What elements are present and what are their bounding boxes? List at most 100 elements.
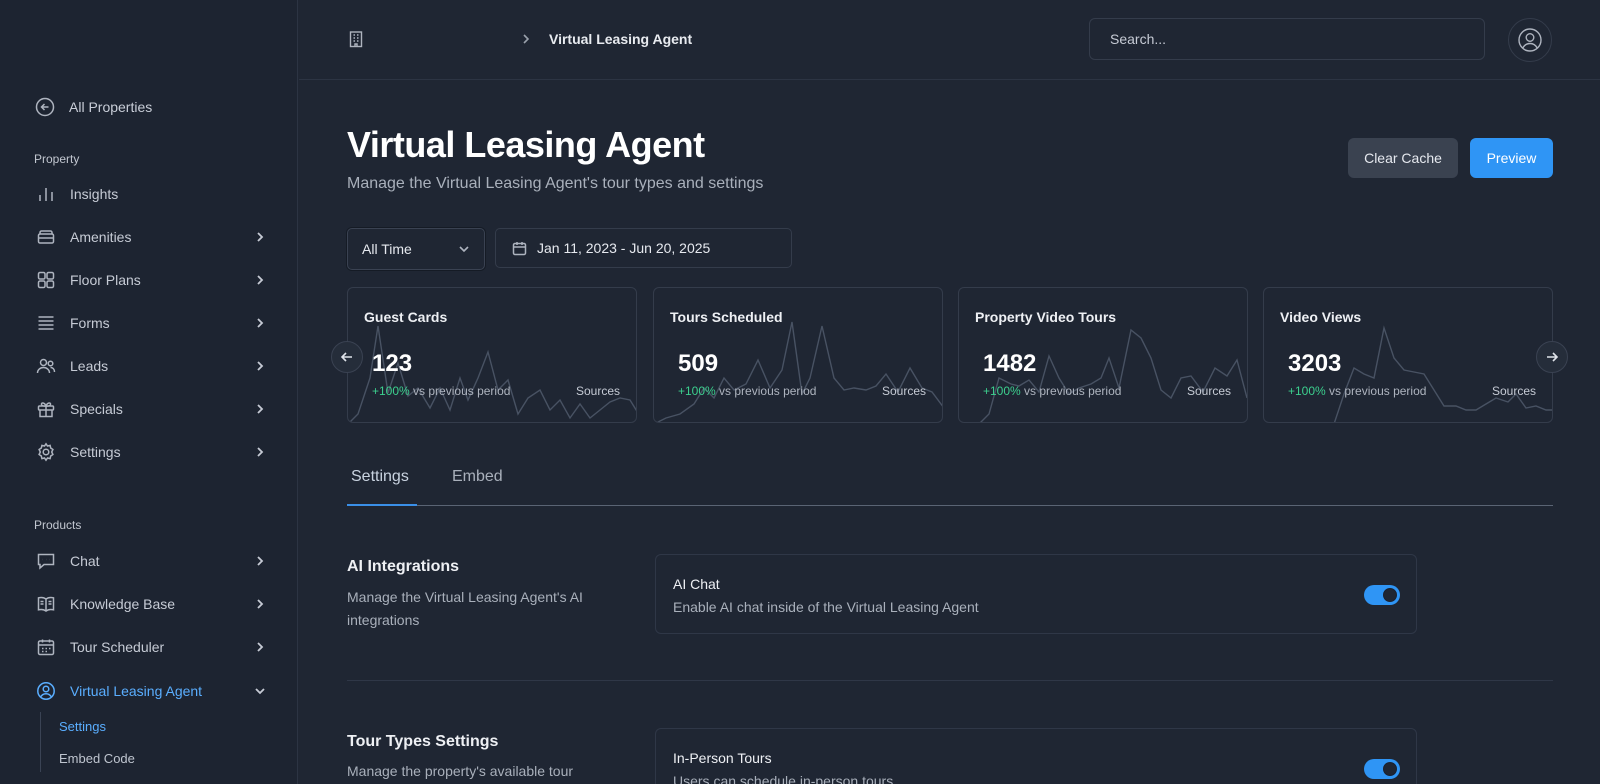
stat-value: 509 <box>678 350 719 377</box>
stat-delta-suffix: vs previous period <box>413 384 511 398</box>
chevron-right-icon <box>253 554 267 568</box>
calendar-icon <box>512 241 527 255</box>
tab-embed[interactable]: Embed <box>452 468 503 485</box>
page-subtitle: Manage the Virtual Leasing Agent's tour … <box>347 175 764 192</box>
date-range-picker[interactable]: Jan 11, 2023 - Jun 20, 2025 <box>495 228 792 268</box>
sidebar-item-label: Floor Plans <box>70 272 141 288</box>
amenities-icon <box>35 226 57 248</box>
chevron-right-icon <box>253 316 267 330</box>
all-properties-link[interactable]: All Properties <box>35 96 152 118</box>
sidebar-item-leads[interactable]: Leads <box>35 354 267 378</box>
sidebar-item-label: Settings <box>70 444 121 460</box>
stat-sources-link[interactable]: Sources <box>1491 384 1536 398</box>
in-person-tours-toggle[interactable] <box>1364 759 1400 779</box>
sidebar-item-label: Tour Scheduler <box>70 639 165 655</box>
back-arrow-icon <box>35 97 55 117</box>
page-title: Virtual Leasing Agent <box>347 124 705 165</box>
stat-sources-link[interactable]: Sources <box>1186 384 1231 398</box>
chevron-right-icon <box>253 230 267 244</box>
sidebar-item-label: Specials <box>70 401 123 417</box>
stat-card-property-video-tours: Property Video Tours 1482 +100% vs previ… <box>958 287 1248 423</box>
sidebar-item-label: Forms <box>70 315 110 331</box>
user-circle-icon <box>1518 28 1542 52</box>
building-icon[interactable] <box>347 30 365 48</box>
setting-description: Enable AI chat inside of the Virtual Lea… <box>673 599 979 615</box>
chevron-down-icon <box>459 246 469 253</box>
sparkline <box>656 321 942 422</box>
sidebar-item-label: Leads <box>70 358 109 374</box>
stat-title: Property Video Tours <box>975 309 1117 325</box>
stat-delta-suffix: vs previous period <box>1024 384 1122 398</box>
section-title-ai-integrations: AI Integrations <box>347 558 460 575</box>
carousel-next-button[interactable] <box>1536 341 1568 373</box>
calendar-icon <box>35 636 57 658</box>
sidebar: All Properties Property Insights Ameniti… <box>0 0 298 784</box>
chevron-right-icon <box>253 273 267 287</box>
stat-delta: +100% vs previous period <box>372 384 510 398</box>
list-icon <box>35 312 57 334</box>
search-input[interactable] <box>1089 18 1485 60</box>
carousel-prev-button[interactable] <box>331 341 363 373</box>
stat-delta-suffix: vs previous period <box>719 384 817 398</box>
sidebar-subitem-embed-code[interactable]: Embed Code <box>59 751 135 766</box>
sidebar-item-label: Amenities <box>70 229 132 245</box>
chevron-down-icon <box>253 684 267 698</box>
sidebar-item-label: Insights <box>70 186 119 202</box>
sidebar-item-floor-plans[interactable]: Floor Plans <box>35 268 267 292</box>
clear-cache-button[interactable]: Clear Cache <box>1348 138 1458 178</box>
stat-sources-link[interactable]: Sources <box>575 384 620 398</box>
chevron-right-icon <box>253 359 267 373</box>
user-avatar-button[interactable] <box>1508 18 1552 62</box>
section-title-tour-types: Tour Types Settings <box>347 733 499 750</box>
breadcrumb-current: Virtual Leasing Agent <box>549 31 693 47</box>
sidebar-item-chat[interactable]: Chat <box>35 549 267 573</box>
stat-delta-percent: +100% <box>678 384 716 398</box>
stat-title: Tours Scheduled <box>670 309 783 325</box>
stat-title: Guest Cards <box>364 309 448 325</box>
sidebar-item-insights[interactable]: Insights <box>35 182 267 206</box>
sidebar-item-tour-scheduler[interactable]: Tour Scheduler <box>35 635 267 659</box>
chevron-right-icon <box>253 445 267 459</box>
bar-chart-icon <box>35 183 57 205</box>
chevron-right-icon <box>253 597 267 611</box>
chat-icon <box>35 550 57 572</box>
grid-icon <box>35 269 57 291</box>
ai-chat-toggle[interactable] <box>1364 585 1400 605</box>
preview-button[interactable]: Preview <box>1470 138 1553 178</box>
setting-card-ai-chat: AI Chat Enable AI chat inside of the Vir… <box>655 554 1417 634</box>
sidebar-item-knowledge-base[interactable]: Knowledge Base <box>35 592 267 616</box>
sidebar-item-forms[interactable]: Forms <box>35 311 267 335</box>
setting-card-in-person-tours: In-Person Tours Users can schedule in-pe… <box>655 728 1417 784</box>
tab-settings[interactable]: Settings <box>351 468 409 485</box>
sidebar-item-amenities[interactable]: Amenities <box>35 225 267 249</box>
section-desc-ai-integrations: Manage the Virtual Leasing Agent's AI in… <box>347 589 583 628</box>
stat-delta-suffix: vs previous period <box>1329 384 1427 398</box>
chevron-right-icon <box>253 402 267 416</box>
stat-delta: +100% vs previous period <box>1288 384 1426 398</box>
sparkline <box>349 325 636 422</box>
stat-value: 123 <box>372 350 413 377</box>
top-header: Virtual Leasing Agent <box>299 0 1600 80</box>
setting-title: In-Person Tours <box>673 750 772 766</box>
sidebar-item-label: Virtual Leasing Agent <box>70 683 203 699</box>
section-label-products: Products <box>34 518 82 532</box>
sidebar-subitem-settings[interactable]: Settings <box>59 719 106 734</box>
gear-icon <box>35 441 57 463</box>
section-desc-tour-types: Manage the property's available tour <box>347 763 574 779</box>
sidebar-item-settings[interactable]: Settings <box>35 440 267 464</box>
gift-icon <box>35 398 57 420</box>
sidebar-item-label: Knowledge Base <box>70 596 176 612</box>
stat-delta-percent: +100% <box>1288 384 1326 398</box>
arrow-left-icon <box>340 352 352 362</box>
section-label-property: Property <box>34 152 80 166</box>
sidebar-item-specials[interactable]: Specials <box>35 397 267 421</box>
stat-card-tours-scheduled: Tours Scheduled 509 +100% vs previous pe… <box>653 287 943 423</box>
arrow-right-icon <box>1547 352 1559 362</box>
setting-title: AI Chat <box>673 576 720 592</box>
sparkline <box>980 328 1247 422</box>
book-icon <box>35 593 57 615</box>
stat-value: 3203 <box>1288 350 1342 377</box>
stat-sources-link[interactable]: Sources <box>881 384 926 398</box>
sidebar-item-virtual-leasing-agent[interactable]: Virtual Leasing Agent <box>35 679 267 703</box>
time-filter-select[interactable]: All Time <box>347 228 485 270</box>
